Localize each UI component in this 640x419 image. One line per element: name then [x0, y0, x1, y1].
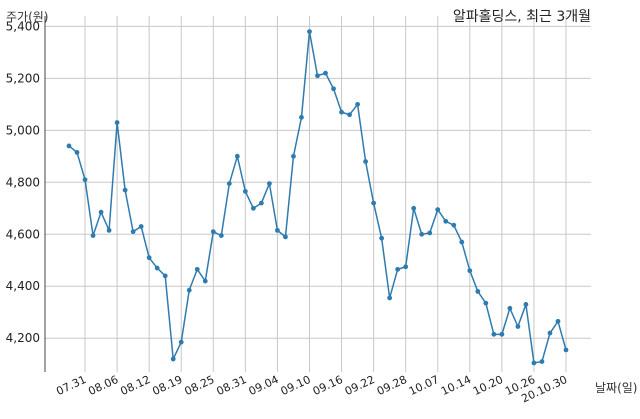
data-point — [379, 235, 385, 241]
x-tick-label: 08.06 — [86, 373, 120, 398]
data-point — [258, 200, 264, 206]
data-point — [283, 234, 288, 240]
data-point — [267, 181, 272, 187]
grid — [45, 16, 591, 372]
x-tick-label: 10.20 — [471, 373, 505, 398]
data-point — [250, 205, 256, 211]
price-series-line — [68, 31, 567, 364]
data-point — [491, 331, 497, 337]
data-point — [419, 231, 425, 237]
data-point — [194, 266, 200, 272]
data-point — [130, 229, 136, 235]
data-point — [539, 359, 545, 365]
data-point — [523, 302, 529, 307]
data-point — [307, 29, 312, 34]
data-point — [218, 233, 224, 238]
y-tick-label: 5,000 — [6, 123, 40, 137]
x-tick-label: 09.22 — [343, 373, 377, 398]
data-point — [531, 360, 537, 366]
y-tick-label: 4,200 — [6, 331, 40, 345]
y-tick-label: 4,800 — [6, 175, 40, 189]
data-point — [202, 278, 208, 284]
y-tick-label: 4,400 — [6, 279, 40, 293]
data-point — [387, 295, 393, 301]
data-point — [186, 287, 192, 293]
data-point — [371, 200, 377, 206]
data-point — [323, 70, 328, 76]
y-tick-label: 4,600 — [6, 227, 40, 241]
data-point — [98, 209, 104, 215]
data-point — [411, 205, 417, 211]
data-point — [483, 300, 489, 306]
data-point — [299, 114, 304, 120]
data-point — [275, 227, 280, 233]
data-point — [475, 289, 481, 294]
data-point — [226, 181, 232, 187]
data-point — [178, 339, 184, 345]
x-tick-label: 08.25 — [183, 373, 217, 398]
data-point — [395, 266, 401, 272]
data-point — [451, 222, 457, 228]
data-point — [162, 273, 168, 279]
data-point — [339, 109, 344, 115]
data-point — [403, 264, 409, 270]
data-point — [507, 305, 513, 311]
data-point — [242, 189, 248, 194]
data-point — [459, 239, 465, 245]
x-axis-title: 날짜(일) — [595, 381, 637, 395]
data-point — [347, 112, 352, 118]
data-point — [291, 153, 296, 159]
data-point — [234, 153, 240, 159]
x-tick-label: 08.12 — [118, 373, 152, 398]
data-point — [66, 143, 72, 149]
data-point — [499, 331, 505, 337]
data-point — [90, 233, 96, 238]
data-point — [467, 268, 473, 274]
data-point — [82, 177, 88, 183]
x-tick-label: 09.28 — [375, 373, 409, 398]
x-tick-label: 09.16 — [311, 373, 345, 398]
data-point — [315, 73, 320, 79]
data-point — [427, 230, 433, 236]
x-tick-label: 10.07 — [407, 373, 441, 398]
data-point — [435, 207, 441, 212]
data-point — [114, 120, 120, 125]
price-series-points — [66, 29, 569, 366]
data-point — [363, 159, 368, 164]
x-tick-label: 09.10 — [279, 373, 313, 398]
data-point — [210, 229, 216, 235]
data-point — [74, 150, 80, 155]
data-point — [563, 347, 569, 353]
data-point — [138, 224, 144, 229]
data-point — [106, 227, 112, 233]
data-point — [146, 255, 152, 261]
data-point — [331, 86, 336, 92]
y-tick-labels: 4,200 4,400 4,600 4,800 5,000 5,200 5,400 — [6, 19, 40, 345]
data-point — [154, 265, 160, 271]
x-tick-label: 08.19 — [150, 373, 184, 398]
x-tick-label: 08.31 — [215, 373, 249, 398]
y-axis-title: 주가(원) — [6, 10, 48, 24]
data-point — [355, 101, 360, 107]
data-point — [443, 218, 449, 224]
data-point — [515, 324, 521, 329]
x-tick-label: 10.14 — [439, 373, 473, 398]
y-tick-label: 5,400 — [6, 19, 40, 33]
data-point — [547, 330, 553, 336]
data-point — [170, 356, 176, 362]
y-tick-label: 5,200 — [6, 71, 40, 85]
chart-title: 알파홀딩스, 최근 3개월 — [453, 9, 591, 25]
x-tick-label: 09.04 — [247, 373, 281, 398]
data-point — [122, 187, 128, 193]
data-point — [555, 318, 561, 324]
x-tick-label: 07.31 — [54, 373, 88, 398]
x-tick-labels: 07.3108.0608.1208.1908.2508.3109.0409.10… — [54, 373, 569, 405]
